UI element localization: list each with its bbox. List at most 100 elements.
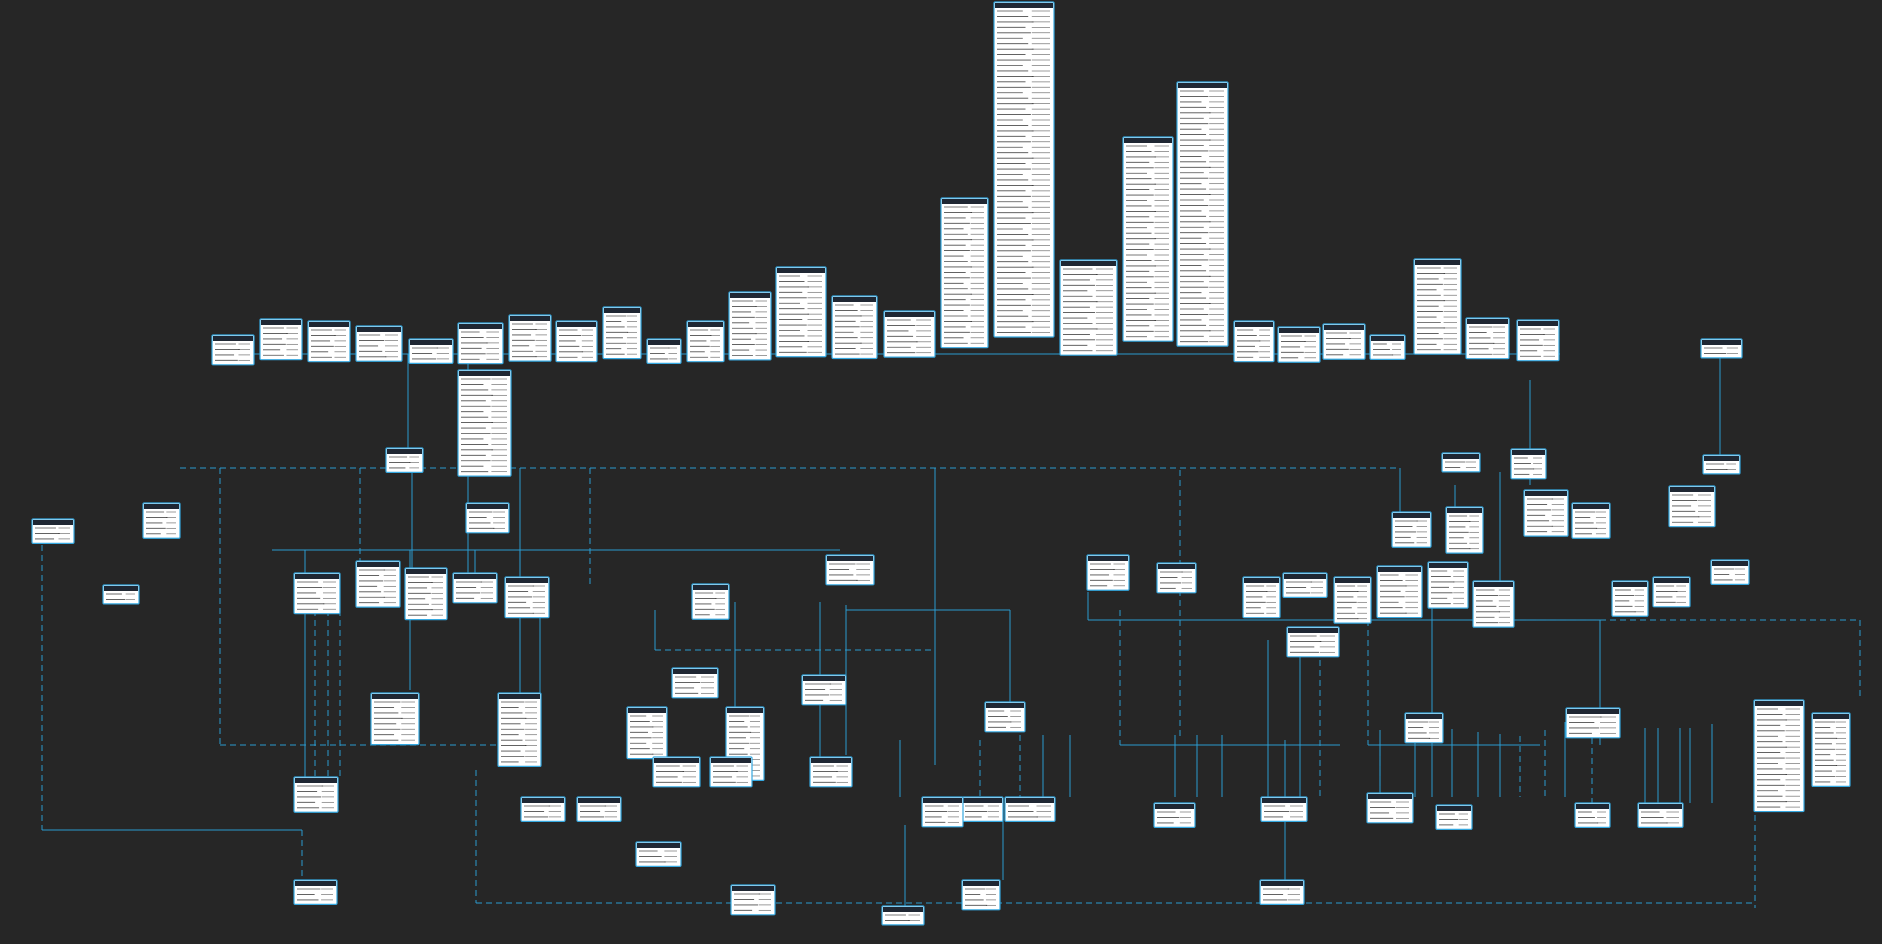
entity-table[interactable]: [1176, 81, 1229, 347]
entity-table[interactable]: [465, 502, 510, 534]
entity-table[interactable]: [626, 706, 668, 760]
entity-table[interactable]: [646, 338, 682, 364]
entity-table[interactable]: [1404, 712, 1444, 744]
entity-table[interactable]: [801, 674, 847, 706]
entity-table[interactable]: [385, 447, 424, 473]
entity-table[interactable]: [883, 310, 936, 358]
entity-table[interactable]: [1710, 559, 1750, 585]
entity-table[interactable]: [1441, 452, 1481, 473]
table-header: [578, 798, 620, 803]
entity-table[interactable]: [993, 1, 1055, 338]
entity-table[interactable]: [1322, 323, 1366, 360]
entity-table[interactable]: [452, 572, 498, 604]
entity-table[interactable]: [1811, 712, 1851, 788]
entity-table[interactable]: [825, 554, 875, 586]
entity-table[interactable]: [1668, 485, 1716, 528]
entity-table[interactable]: [961, 796, 1004, 822]
entity-table[interactable]: [940, 197, 989, 349]
entity-table[interactable]: [355, 325, 403, 362]
entity-table[interactable]: [691, 583, 730, 620]
entity-table[interactable]: [921, 796, 964, 828]
entity-table[interactable]: [809, 756, 853, 788]
entity-table[interactable]: [293, 879, 338, 905]
entity-table[interactable]: [1277, 326, 1321, 363]
entity-table[interactable]: [1004, 796, 1056, 822]
entity-table[interactable]: [457, 322, 504, 365]
entity-table[interactable]: [497, 692, 542, 768]
entity-table[interactable]: [1233, 320, 1275, 363]
entity-table[interactable]: [31, 518, 75, 544]
entity-table[interactable]: [1242, 576, 1281, 619]
entity-tables[interactable]: [31, 1, 1851, 926]
entity-table[interactable]: [730, 884, 776, 916]
entity-table[interactable]: [1260, 796, 1308, 822]
entity-table[interactable]: [142, 502, 181, 539]
entity-table[interactable]: [307, 320, 351, 363]
entity-table[interactable]: [1366, 792, 1414, 824]
entity-table[interactable]: [259, 318, 303, 361]
entity-table[interactable]: [709, 756, 753, 788]
entity-table[interactable]: [520, 796, 566, 822]
entity-table[interactable]: [635, 841, 682, 867]
entity-table[interactable]: [457, 369, 512, 477]
entity-table[interactable]: [1753, 699, 1805, 813]
entity-table[interactable]: [1286, 626, 1340, 658]
entity-table[interactable]: [102, 584, 140, 605]
entity-table[interactable]: [1565, 707, 1621, 739]
entity-table[interactable]: [293, 776, 339, 813]
entity-table[interactable]: [555, 320, 598, 363]
entity-table[interactable]: [1702, 454, 1741, 475]
entity-table[interactable]: [1413, 258, 1462, 355]
entity-table[interactable]: [984, 701, 1026, 733]
entity-table[interactable]: [1369, 334, 1406, 360]
table-body: [1153, 802, 1196, 828]
entity-table[interactable]: [652, 756, 701, 788]
entity-table[interactable]: [728, 291, 772, 361]
entity-table[interactable]: [1122, 136, 1174, 342]
entity-table[interactable]: [686, 320, 725, 363]
entity-table[interactable]: [602, 306, 642, 360]
entity-table[interactable]: [1465, 317, 1510, 360]
table-header: [406, 569, 446, 574]
entity-table[interactable]: [1391, 511, 1432, 548]
entity-table[interactable]: [831, 295, 878, 360]
entity-table[interactable]: [1571, 502, 1611, 539]
entity-table[interactable]: [1153, 802, 1196, 828]
entity-table[interactable]: [881, 905, 925, 926]
entity-table[interactable]: [1637, 802, 1684, 828]
entity-table[interactable]: [211, 334, 255, 366]
table-body: [520, 796, 566, 822]
entity-table[interactable]: [355, 560, 401, 608]
entity-table[interactable]: [1611, 580, 1649, 617]
table-body: [1574, 802, 1611, 828]
entity-table[interactable]: [1435, 804, 1473, 830]
entity-table[interactable]: [1086, 554, 1130, 591]
entity-table[interactable]: [1523, 489, 1569, 537]
entity-table[interactable]: [1282, 572, 1328, 598]
entity-table[interactable]: [1574, 802, 1611, 828]
entity-table[interactable]: [293, 572, 341, 615]
entity-table[interactable]: [576, 796, 622, 822]
entity-table[interactable]: [404, 567, 448, 621]
entity-table[interactable]: [961, 879, 1001, 911]
entity-table[interactable]: [1376, 565, 1423, 619]
entity-table[interactable]: [1259, 879, 1305, 905]
entity-table[interactable]: [408, 338, 454, 364]
entity-table[interactable]: [671, 667, 719, 699]
entity-table[interactable]: [1445, 506, 1484, 554]
entity-table[interactable]: [1156, 562, 1197, 594]
entity-table[interactable]: [1510, 448, 1547, 480]
entity-table[interactable]: [1652, 576, 1691, 608]
entity-table[interactable]: [508, 314, 552, 362]
entity-table[interactable]: [370, 692, 420, 746]
entity-table[interactable]: [1059, 259, 1118, 356]
entity-table[interactable]: [775, 266, 827, 358]
entity-table[interactable]: [1700, 338, 1743, 359]
entity-table[interactable]: [1472, 580, 1515, 628]
entity-table[interactable]: [1333, 576, 1372, 624]
entity-table[interactable]: [1427, 561, 1469, 609]
entity-table[interactable]: [1516, 319, 1560, 362]
entity-table[interactable]: [504, 576, 550, 619]
